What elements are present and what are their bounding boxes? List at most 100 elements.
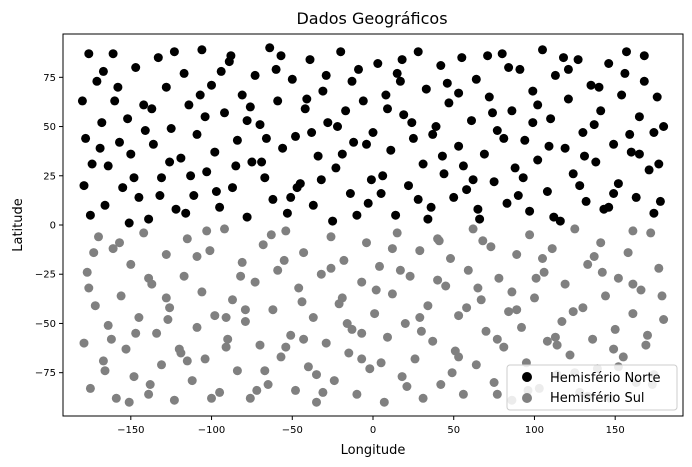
data-point [157,173,166,183]
x-tick-label: 100 [525,425,544,436]
data-point [318,86,328,96]
data-point [273,265,283,275]
data-point [337,293,347,303]
data-point [563,64,573,74]
data-point [375,261,384,271]
data-point [182,356,192,366]
data-point [428,129,438,139]
data-point [623,248,633,258]
data-point [181,208,191,218]
data-point [220,224,229,234]
data-point [250,277,260,287]
data-point [489,378,499,387]
data-point [404,181,413,191]
data-point [620,68,630,78]
data-point [560,143,570,153]
data-point [542,336,552,346]
data-point [649,128,659,137]
data-point [454,88,464,98]
data-point [415,246,425,256]
data-point [410,354,420,364]
data-point [594,82,604,92]
data-point [578,303,588,313]
y-tick-label: 75 [43,73,56,84]
x-tick-label: −50 [282,425,303,436]
data-point [507,106,517,116]
plot-area-frame [62,33,684,417]
legend-marker-hemisferio-norte [522,372,532,382]
data-point [321,70,331,80]
data-point [654,263,664,273]
data-point [166,124,176,133]
legend-marker-hemisferio-sul [522,393,532,403]
data-point [436,380,446,389]
data-point [550,332,560,342]
data-point [597,267,607,277]
data-point [231,161,241,171]
data-point [601,291,610,301]
data-point [331,163,341,173]
y-tick-label: 25 [43,171,56,182]
data-point [497,49,507,59]
y-axis-label: Latitude [11,198,26,252]
data-point [643,330,652,340]
data-point [266,230,276,240]
data-point [115,137,124,147]
data-point [468,175,478,185]
data-point [252,385,262,395]
data-point [265,43,275,53]
data-point [148,139,158,149]
data-point [202,226,212,236]
data-point [273,96,283,106]
data-point [397,372,407,382]
data-point [297,297,307,307]
data-point [240,317,250,326]
data-point [205,246,215,256]
data-point [586,80,596,90]
data-point [559,53,568,63]
data-point [200,354,210,364]
data-point [126,259,136,269]
data-point [113,82,123,92]
data-point [471,360,481,370]
data-point [499,342,509,352]
data-point [95,143,105,153]
data-point [352,210,362,220]
data-point [531,273,541,283]
data-point [370,309,380,319]
data-point [299,334,309,344]
data-point [449,192,459,202]
data-point [454,352,464,362]
data-point [613,273,623,283]
data-point [144,273,154,283]
data-point [163,315,173,324]
data-point [458,161,468,171]
data-point [281,226,291,236]
data-point [481,326,491,336]
data-point [544,141,554,151]
data-point [426,202,436,212]
data-point [286,192,296,202]
data-point [312,397,321,407]
data-point [116,291,126,301]
data-point [129,173,139,183]
data-point [387,289,397,299]
data-point [161,250,171,259]
data-point [550,70,560,80]
data-point [428,336,438,346]
data-point [570,224,580,234]
data-point [134,192,144,202]
data-point [502,198,512,208]
data-point [413,47,423,57]
data-point [473,204,483,214]
data-point [226,51,236,61]
data-point [634,149,644,159]
data-point [337,149,347,159]
data-point [131,328,141,338]
data-point [413,194,423,204]
data-point [329,376,339,386]
data-point [215,387,225,397]
data-point [161,82,171,92]
data-point [268,194,278,204]
data-point [223,334,233,344]
